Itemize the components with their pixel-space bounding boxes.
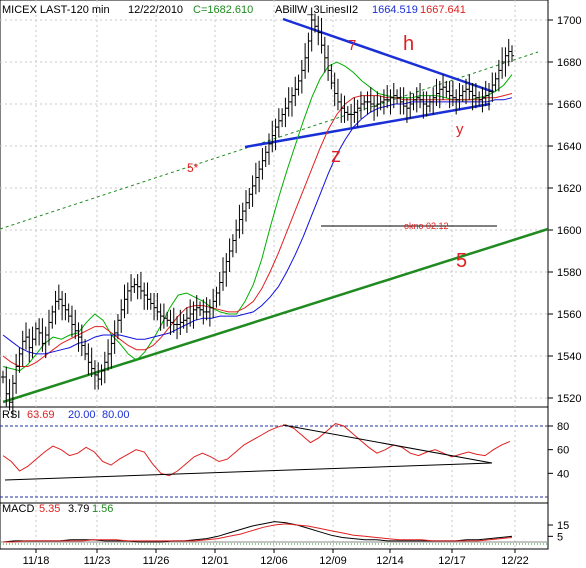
- price-tick-label: 1560: [557, 309, 581, 321]
- header-ind-val1: 1664.519: [372, 4, 418, 16]
- macd-header-v3: 1.56: [92, 503, 113, 515]
- date-tick-label: 11/26: [143, 555, 170, 567]
- trendline-5-support: [2, 227, 549, 404]
- rsi-line: [2, 423, 511, 477]
- header-indicator: ABillW_3LinesII2: [275, 4, 358, 16]
- macd-header-name: MACD: [2, 503, 34, 515]
- rsi-header-v1: 63.69: [27, 409, 55, 421]
- annotation-h: h: [403, 33, 414, 55]
- date-tick-label: 11/23: [84, 555, 111, 567]
- price-tick-label: 1660: [557, 99, 581, 111]
- header-close: C=1682.610: [193, 4, 253, 16]
- price-tick-label: 1600: [557, 225, 581, 237]
- moving-averages: [2, 61, 513, 372]
- ma-green-line: [2, 61, 513, 372]
- price-bars: [1, 7, 514, 417]
- date-tick-label: 11/18: [23, 555, 50, 567]
- annotation-y: y: [456, 121, 464, 138]
- date-tick-label: 12/09: [319, 555, 347, 567]
- macd-header-v2: 3.79: [68, 503, 89, 515]
- date-tick-label: 12/01: [201, 555, 229, 567]
- price-tick-label: 1700: [557, 15, 581, 27]
- header-ind-val2: 1667.641: [420, 4, 466, 16]
- annotation-7: 7: [348, 37, 356, 54]
- rsi-trendline-lower: [4, 462, 493, 481]
- date-tick-label: 12/14: [376, 555, 404, 567]
- price-axis: 1520 1540 1560 1580 1600 1620 1640 1660 1680 1700: [548, 15, 581, 405]
- rsi-header-name: RSI: [2, 409, 20, 421]
- date-tick-label: 12/06: [260, 555, 288, 567]
- price-tick-label: 1580: [557, 267, 581, 279]
- header-symbol: MICEX LAST-120 min: [2, 4, 110, 16]
- price-tick-label: 1520: [557, 393, 581, 405]
- price-tick-label: 1620: [557, 183, 581, 195]
- rsi-header-v3: 80.00: [102, 409, 130, 421]
- ma-blue-line: [2, 97, 513, 355]
- annotation-okno: okno 02.12: [404, 221, 449, 231]
- date-tick-label: 12/22: [501, 555, 529, 567]
- macd-axis: 515: [548, 520, 569, 543]
- header-date: 12/22/2010: [128, 4, 183, 16]
- annotation-5star: 5*: [187, 161, 199, 175]
- rsi-axis: 40 60 80: [548, 421, 569, 480]
- trendline-lower-triangle: [244, 102, 491, 149]
- rsi-trendline-upper: [282, 424, 493, 464]
- price-tick-label: 1680: [557, 57, 581, 69]
- rsi-header-v2: 20.00: [68, 409, 96, 421]
- macd-header-v1: 5.35: [39, 503, 60, 515]
- ma-red-line: [2, 93, 513, 367]
- rsi-tick-label: 40: [557, 468, 569, 480]
- rsi-tick-label: 80: [557, 421, 569, 433]
- macd-tick-label: 5: [557, 531, 563, 543]
- annotation-z: z: [331, 145, 341, 167]
- macd-line: [2, 521, 513, 543]
- date-tick-label: 12/17: [438, 555, 466, 567]
- macd-tick-label: 15: [557, 520, 569, 532]
- price-tick-label: 1640: [557, 141, 581, 153]
- rsi-tick-label: 60: [557, 445, 569, 457]
- macd-signal-line: [3, 523, 513, 543]
- annotation-5: 5: [456, 250, 467, 272]
- price-tick-label: 1540: [557, 351, 581, 363]
- date-axis: 11/18 11/23 11/26 12/01 12/06 12/09 12/14 12/17…: [23, 549, 529, 567]
